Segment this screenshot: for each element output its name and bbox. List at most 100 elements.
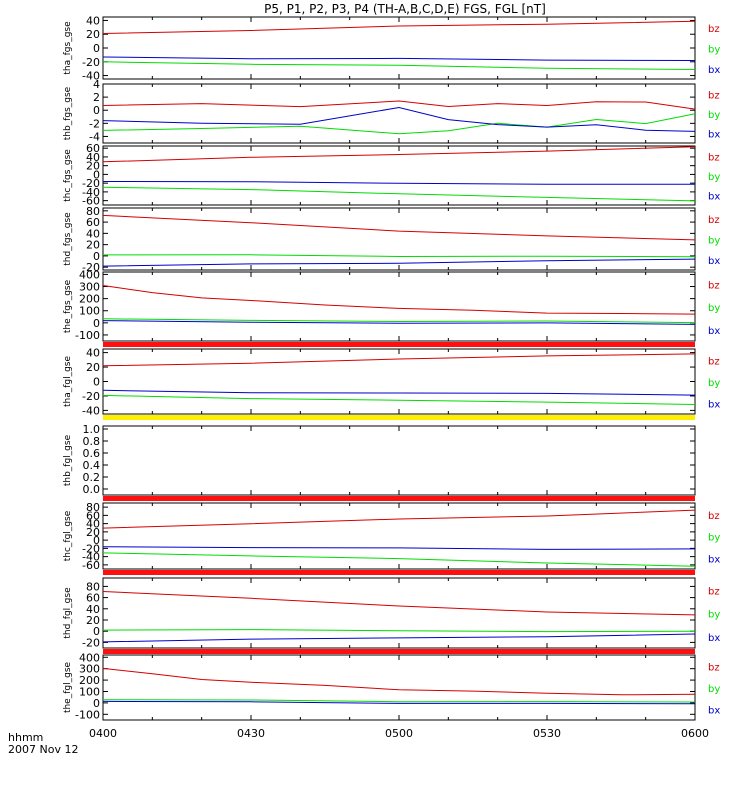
y-tick-label: 60 <box>86 216 100 229</box>
y-tick-label: -60 <box>82 559 100 572</box>
y-tick-label: -40 <box>82 551 100 564</box>
y-tick-label: -2 <box>89 117 100 130</box>
x-axis: 0400 0430 0500 0530 0600 <box>89 727 709 740</box>
series-line-by <box>102 254 696 258</box>
series-line-by <box>102 61 696 70</box>
legend-bx: bx <box>708 65 720 76</box>
series-line-bx <box>102 546 696 550</box>
legend-by: by <box>708 172 720 183</box>
series-line-bx <box>102 320 696 325</box>
status-bar <box>103 570 695 575</box>
legend-by: by <box>708 236 720 247</box>
panel-ylabel: thb_fgs_gse <box>63 86 73 140</box>
y-tick-label: 400 <box>79 268 100 281</box>
series-line-by <box>102 699 696 703</box>
series-line-bx <box>102 181 695 185</box>
y-tick-label: -20 <box>82 636 100 649</box>
series-line-bx <box>102 633 696 643</box>
legend-bz: bz <box>708 280 720 291</box>
legend-by: by <box>708 378 720 389</box>
y-tick-label: 100 <box>79 685 100 698</box>
legend-by: by <box>708 303 720 314</box>
y-tick-label: 20 <box>86 614 100 627</box>
series-line-bz <box>102 285 696 315</box>
panel-ylabel: thb_fgl_gse <box>63 434 73 486</box>
panel-ylabel: tha_fgs_gse <box>63 21 73 75</box>
y-tick-label: 20 <box>86 239 100 252</box>
y-tick-label: 60 <box>86 509 100 522</box>
y-tick-label: -40 <box>82 70 100 83</box>
legend-bx: bx <box>708 326 720 337</box>
legend-bz: bz <box>708 24 720 35</box>
y-tick-label: 0 <box>93 168 100 181</box>
panel-thb_fgl_gse: 0.00.20.40.60.81.0 thb_fgl_gse <box>63 423 696 501</box>
legend-bz: bz <box>708 153 720 164</box>
legend-bz: bz <box>708 511 720 522</box>
y-tick-label: -100 <box>75 708 100 721</box>
y-tick-label: 0 <box>93 534 100 547</box>
x-axis-label-date: 2007 Nov 12 <box>8 743 78 756</box>
y-tick-label: 200 <box>79 674 100 687</box>
y-tick-label: 20 <box>86 28 100 41</box>
y-tick-label: -20 <box>82 261 100 274</box>
y-tick-label: -20 <box>82 56 100 69</box>
y-tick-label: 0 <box>93 104 100 117</box>
legend-by: by <box>708 684 720 695</box>
y-tick-label: 0.0 <box>83 483 101 496</box>
y-tick-label: -20 <box>82 177 100 190</box>
series-line-bz <box>102 509 696 529</box>
y-tick-label: -20 <box>82 390 100 403</box>
status-bar <box>103 415 695 420</box>
y-tick-label: 40 <box>86 603 100 616</box>
panel-ylabel: thd_fgl_gse <box>63 587 73 639</box>
panel-ylabel: the_fgl_gse <box>63 661 73 713</box>
series-line-bz <box>102 591 696 616</box>
legend-bx: bx <box>708 633 720 644</box>
y-tick-label: 2 <box>93 91 100 104</box>
y-tick-label: 300 <box>79 281 100 294</box>
y-tick-label: 80 <box>86 501 100 514</box>
y-tick-label: -4 <box>89 130 100 143</box>
x-tick-label: 0500 <box>385 727 413 740</box>
y-tick-label: 400 <box>79 651 100 664</box>
x-axis-label-hhmm: hhmm <box>8 731 43 744</box>
y-tick-label: 0.8 <box>83 435 101 448</box>
y-tick-label: 100 <box>79 305 100 318</box>
y-tick-label: -20 <box>82 542 100 555</box>
status-bar <box>103 496 695 501</box>
legend-by: by <box>708 533 720 544</box>
series-line-bz <box>102 20 696 34</box>
panel-ylabel: thc_fgs_gse <box>63 149 73 202</box>
y-tick-label: 40 <box>86 227 100 240</box>
legend-bz: bz <box>708 215 720 226</box>
series-line-bz <box>102 353 696 367</box>
y-tick-label: 60 <box>86 592 100 605</box>
y-tick-label: 20 <box>86 526 100 539</box>
legend-bx: bx <box>708 192 720 203</box>
series-line-by <box>102 113 696 135</box>
panel-frame <box>102 207 696 271</box>
y-tick-label: 4 <box>93 78 100 91</box>
y-tick-label: 80 <box>86 205 100 218</box>
y-tick-label: 40 <box>86 518 100 531</box>
y-tick-label: 0 <box>93 376 100 389</box>
y-tick-label: 0.2 <box>83 471 101 484</box>
panel-frame <box>102 271 696 342</box>
series-line-bz <box>102 100 696 110</box>
y-tick-label: -40 <box>82 186 100 199</box>
y-tick-label: 40 <box>86 347 100 360</box>
panel-frame <box>102 654 696 721</box>
y-tick-label: -100 <box>75 329 100 342</box>
panel-frame <box>102 425 696 496</box>
legend-bz: bz <box>708 91 720 102</box>
status-bar <box>103 342 695 347</box>
y-tick-label: 0 <box>93 317 100 330</box>
legend-bz: bz <box>708 587 720 598</box>
